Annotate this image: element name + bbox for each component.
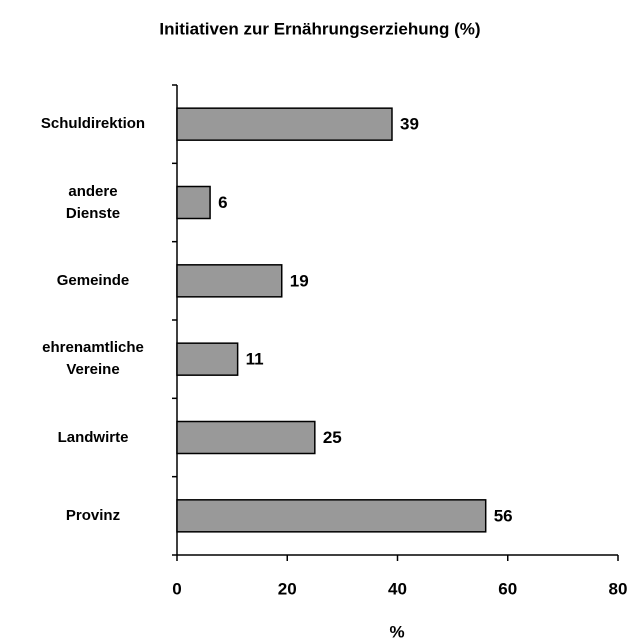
x-tick-label: 60 <box>498 579 517 598</box>
y-tick-label: andere Dienste <box>65 182 121 222</box>
chart-title: Initiativen zur Ernährungserziehung (%) <box>159 19 480 38</box>
value-label: 56 <box>494 506 513 525</box>
bar <box>176 185 211 220</box>
bar <box>176 264 283 298</box>
x-tick-label: 0 <box>172 579 181 598</box>
bar <box>176 420 316 455</box>
x-tick-label: 40 <box>388 579 407 598</box>
y-tick-label: Landwirte <box>57 428 129 446</box>
x-tick-label: 20 <box>278 579 297 598</box>
y-tick-label: Schuldirektion <box>40 115 146 133</box>
value-label: 6 <box>218 193 227 212</box>
bar <box>176 342 239 376</box>
y-tick-label: Provinz <box>65 506 121 524</box>
value-label: 11 <box>246 350 264 369</box>
bar <box>176 107 393 141</box>
value-label: 19 <box>290 271 309 290</box>
value-label: 25 <box>323 428 342 447</box>
x-tick-label: 80 <box>609 579 628 598</box>
bar <box>176 499 487 533</box>
value-label: 39 <box>400 115 419 134</box>
x-axis-title: % <box>389 622 404 641</box>
y-tick-label: Gemeinde <box>56 271 130 289</box>
y-tick-label: ehrenamtliche Vereine <box>42 339 144 379</box>
